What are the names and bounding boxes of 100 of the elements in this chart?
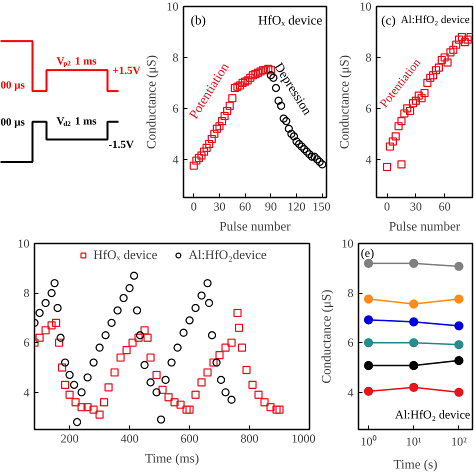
point [52, 318, 60, 327]
point [190, 162, 198, 170]
y-tick-label: 4 [366, 152, 372, 166]
point [164, 393, 173, 402]
point [241, 78, 250, 86]
x-tick-label: 200 [60, 432, 79, 446]
point [292, 137, 301, 146]
point [58, 363, 66, 372]
point [244, 76, 252, 84]
point [266, 403, 275, 412]
point [446, 48, 455, 56]
point [65, 390, 74, 399]
point [192, 156, 200, 165]
x-axis-title: Pulse number [219, 218, 292, 234]
point [204, 298, 214, 308]
x-tick-label: 600 [180, 432, 199, 446]
point [47, 321, 56, 330]
point [113, 306, 122, 315]
point [282, 117, 290, 126]
x-axis-title: Pulse number [388, 218, 461, 234]
text: -1.5V [108, 139, 134, 152]
point [284, 124, 293, 133]
y-tick-label: 8 [348, 286, 354, 300]
annotation: (e) [360, 246, 374, 260]
point [104, 383, 113, 392]
point [438, 56, 446, 64]
y-tick-label: 8 [366, 50, 372, 64]
point [364, 386, 374, 396]
point [191, 390, 200, 399]
point [460, 38, 469, 46]
y-tick-label: 10 [360, 0, 372, 14]
annotation: Al:HfO₂ device [400, 14, 470, 26]
point [161, 376, 170, 384]
point [409, 258, 418, 268]
point [146, 378, 155, 386]
point [298, 142, 306, 151]
point [409, 360, 418, 370]
point [233, 82, 242, 91]
point [452, 40, 460, 49]
point [208, 331, 216, 340]
point [440, 53, 449, 62]
point [202, 144, 211, 152]
point [185, 316, 194, 324]
point [136, 331, 144, 340]
point [248, 380, 257, 389]
point [140, 326, 149, 334]
y-axis-title: Conductance (μS) [144, 55, 158, 149]
point [242, 366, 251, 374]
point [119, 294, 128, 302]
point [221, 388, 230, 396]
point [125, 284, 134, 292]
point [251, 70, 260, 78]
point [205, 140, 214, 148]
point [152, 370, 161, 380]
point [454, 388, 464, 397]
point [122, 346, 131, 354]
point [208, 134, 216, 144]
point [382, 162, 392, 172]
point [429, 71, 438, 80]
point [185, 406, 194, 414]
point [454, 321, 464, 330]
point [77, 388, 86, 396]
y-axis-title: Conductance (μS) [318, 290, 334, 384]
point [458, 32, 466, 42]
point [409, 317, 418, 326]
point [318, 160, 326, 168]
y-tick-label: 8 [24, 286, 30, 300]
point [179, 328, 188, 337]
point [146, 353, 155, 362]
point [194, 154, 204, 162]
point [173, 344, 182, 352]
point [397, 160, 406, 168]
point [110, 368, 119, 377]
point [210, 130, 218, 138]
point [266, 71, 275, 80]
point [36, 334, 44, 342]
point [89, 406, 98, 414]
x-axis-title: Time (s) [394, 456, 438, 472]
point [409, 299, 418, 309]
annotation: Al:HfO₂ device [395, 408, 470, 422]
point [272, 406, 281, 414]
y-tick-label: 4 [172, 152, 178, 166]
point [364, 315, 374, 324]
point [464, 36, 472, 44]
point [71, 398, 80, 406]
point [107, 318, 116, 327]
point [454, 294, 464, 304]
point [305, 150, 314, 158]
x-tick-label: 0 [190, 200, 197, 214]
point [128, 338, 137, 347]
x-tick-label: 800 [240, 432, 259, 446]
point [170, 398, 179, 406]
x-tick-label: 1000 [292, 432, 316, 446]
x-axis-title: Time (ms) [144, 450, 200, 466]
point [426, 74, 434, 82]
x-tick-label: 400 [120, 432, 139, 446]
point [100, 398, 108, 406]
annotation: (b) [190, 12, 206, 28]
point [394, 122, 403, 130]
point [449, 46, 458, 54]
